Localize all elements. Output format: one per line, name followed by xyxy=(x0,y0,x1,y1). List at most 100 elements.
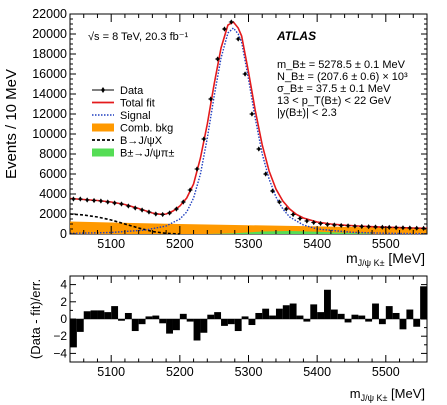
data-point xyxy=(112,200,118,206)
legend-label: Data xyxy=(120,85,144,97)
residual-bar xyxy=(289,303,297,319)
data-point xyxy=(146,209,152,215)
legend-entry: Total fit xyxy=(92,98,155,110)
data-point xyxy=(379,224,385,230)
data-point xyxy=(263,171,269,177)
data-point xyxy=(173,206,179,212)
data-point xyxy=(345,223,351,229)
residual-bar xyxy=(131,319,139,332)
residual-bar xyxy=(83,311,91,319)
data-point xyxy=(421,225,427,231)
legend-entry: Comb. bkg xyxy=(92,123,173,135)
data-point xyxy=(153,211,159,217)
data-point xyxy=(208,96,214,102)
residual-bar xyxy=(221,319,228,326)
legend-label: Comb. bkg xyxy=(120,123,173,135)
data-point xyxy=(160,211,166,218)
residual-panel: −4 −2 0 2 4 5100 5200 5300 5400 5500 (Data - fit… xyxy=(28,275,428,403)
x-tick-label: 5300 xyxy=(235,237,263,251)
y-tick-label: 2000 xyxy=(39,207,67,221)
main-x-axis-label: mJ/ψ K± [MeV] xyxy=(346,250,425,268)
data-point xyxy=(242,71,248,77)
residual-bar xyxy=(399,319,407,330)
residual-bar xyxy=(406,309,414,319)
data-point xyxy=(215,56,221,62)
residual-y-tick-label: −4 xyxy=(53,346,67,360)
residual-bar xyxy=(378,319,386,325)
residual-bar xyxy=(344,319,352,323)
residual-bar xyxy=(152,315,160,319)
residual-bar xyxy=(385,306,393,319)
residual-bar xyxy=(248,319,256,326)
residual-bar xyxy=(310,304,318,319)
residual-bar xyxy=(269,315,276,319)
residual-bar xyxy=(172,319,180,331)
bjpsix-curve xyxy=(69,213,180,235)
residual-x-tick-label: 5200 xyxy=(166,365,194,379)
residual-bar xyxy=(296,315,304,319)
residual-bar xyxy=(70,319,77,348)
data-point xyxy=(77,196,83,202)
energy-lumi-label: √s = 8 TeV, 20.3 fb⁻¹ xyxy=(88,31,189,43)
residual-bar xyxy=(104,312,112,319)
data-point xyxy=(283,206,289,212)
data-point xyxy=(84,197,90,203)
data-point xyxy=(91,197,97,204)
residual-bar xyxy=(365,319,373,322)
data-point xyxy=(228,19,234,25)
atlas-label: ATLAS xyxy=(276,29,316,43)
legend-label: B±→J/ψπ± xyxy=(120,148,174,160)
residual-bar xyxy=(186,319,194,322)
data-point xyxy=(276,199,282,205)
signal-curve xyxy=(69,26,428,235)
residual-x-tick-label: 5500 xyxy=(372,365,400,379)
data-point xyxy=(201,136,207,142)
residual-bar xyxy=(330,309,338,319)
residual-y-axis-label: (Data - fit)/err. xyxy=(28,279,43,359)
data-point xyxy=(270,188,276,194)
x-tick-label: 5100 xyxy=(97,237,125,251)
data-point xyxy=(311,219,317,226)
residual-bar xyxy=(358,315,366,319)
data-point xyxy=(187,187,193,193)
data-point xyxy=(366,224,372,230)
data-point xyxy=(407,225,413,231)
legend-label: Signal xyxy=(120,110,151,122)
residual-bar xyxy=(372,303,379,319)
y-tick-label: 14000 xyxy=(32,87,67,101)
data-point xyxy=(400,225,406,231)
data-point xyxy=(324,221,330,228)
data-point xyxy=(338,222,344,229)
y-tick-label: 18000 xyxy=(32,47,67,61)
residual-bar xyxy=(145,316,153,319)
x-tick-label: 5200 xyxy=(166,237,194,251)
data-point xyxy=(118,201,124,207)
x-tick-label: 5500 xyxy=(372,237,400,251)
fit-result-line: |y(B±)| < 2.3 xyxy=(277,107,337,119)
data-point xyxy=(132,205,138,211)
residual-bar xyxy=(392,312,400,319)
y-tick-label: 10000 xyxy=(32,127,67,141)
data-point xyxy=(139,207,145,213)
data-point xyxy=(373,224,379,230)
residual-x-tick-label: 5300 xyxy=(235,365,263,379)
residual-x-tick-label: 5100 xyxy=(97,365,125,379)
residual-bar xyxy=(200,319,208,333)
y-tick-label: 0 xyxy=(60,227,67,241)
residual-y-tick-label: −2 xyxy=(53,329,67,343)
y-tick-label: 22000 xyxy=(32,7,67,21)
data-point xyxy=(221,26,227,32)
data-point xyxy=(125,203,131,209)
residual-bar xyxy=(193,319,201,341)
residual-bar xyxy=(275,308,283,319)
legend-entry: B±→J/ψπ± xyxy=(92,148,174,160)
y-tick-label: 20000 xyxy=(32,27,67,41)
data-point xyxy=(414,225,420,231)
residual-bar xyxy=(179,313,187,319)
data-point xyxy=(290,211,296,218)
residual-bar xyxy=(262,308,270,319)
residual-x-tick-label: 5400 xyxy=(303,365,331,379)
residual-bar xyxy=(97,310,105,319)
